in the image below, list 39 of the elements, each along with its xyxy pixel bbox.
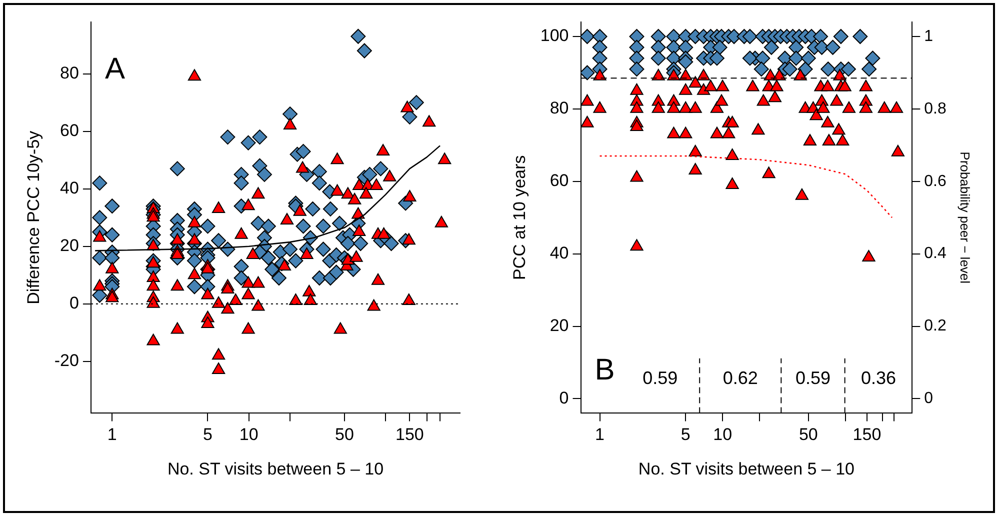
x-tick-label: 10 bbox=[239, 425, 258, 444]
annotation: 0.62 bbox=[722, 368, 758, 388]
x-tick-label: 10 bbox=[713, 425, 732, 444]
y-tick-label: 0 bbox=[559, 388, 569, 408]
annotation: B bbox=[594, 353, 615, 386]
y-tick-label: 80 bbox=[60, 63, 79, 82]
y2-tick-label: 0.8 bbox=[924, 100, 946, 118]
x-tick-label: 50 bbox=[798, 425, 818, 444]
annotation: 0.59 bbox=[795, 368, 831, 388]
x-tick-label: 150 bbox=[852, 425, 882, 444]
x-tick-label: 150 bbox=[396, 425, 424, 444]
annotation: 0.59 bbox=[642, 368, 678, 388]
y-tick-label: -20 bbox=[54, 351, 79, 370]
y2-tick-label: 0.2 bbox=[924, 318, 946, 335]
y-tick-label: 0 bbox=[70, 294, 79, 313]
y2-tick-label: 0 bbox=[924, 390, 934, 408]
x-tick-label: 5 bbox=[680, 425, 690, 444]
y-axis-title: Difference PCC 10y-5y bbox=[24, 130, 43, 304]
y2-tick-label: 1 bbox=[924, 28, 934, 45]
annotation: 0.36 bbox=[860, 368, 896, 388]
y2-tick-label: 0.6 bbox=[924, 172, 946, 190]
y2-axis-title: Probability peer − level bbox=[958, 152, 973, 284]
x-tick-label: 1 bbox=[595, 425, 605, 444]
y-tick-label: 20 bbox=[550, 316, 569, 335]
x-axis-title: No. ST visits between 5 – 10 bbox=[638, 459, 854, 478]
x-tick-label: 50 bbox=[334, 425, 354, 444]
y-tick-label: 80 bbox=[550, 98, 569, 118]
x-tick-label: 5 bbox=[202, 425, 212, 444]
y-tick-label: 20 bbox=[60, 236, 79, 256]
x-tick-label: 1 bbox=[107, 425, 117, 444]
y-tick-label: 40 bbox=[550, 244, 569, 263]
y2-tick-label: 0.4 bbox=[924, 245, 946, 262]
annotation: A bbox=[104, 52, 125, 86]
y-tick-label: 60 bbox=[550, 171, 569, 190]
y-axis-title: PCC at 10 years bbox=[510, 155, 529, 280]
x-axis-title: No. ST visits between 5 – 10 bbox=[167, 459, 384, 478]
y-tick-label: 60 bbox=[60, 120, 79, 140]
y-tick-label: 100 bbox=[540, 26, 569, 46]
y-tick-label: 40 bbox=[60, 178, 79, 198]
